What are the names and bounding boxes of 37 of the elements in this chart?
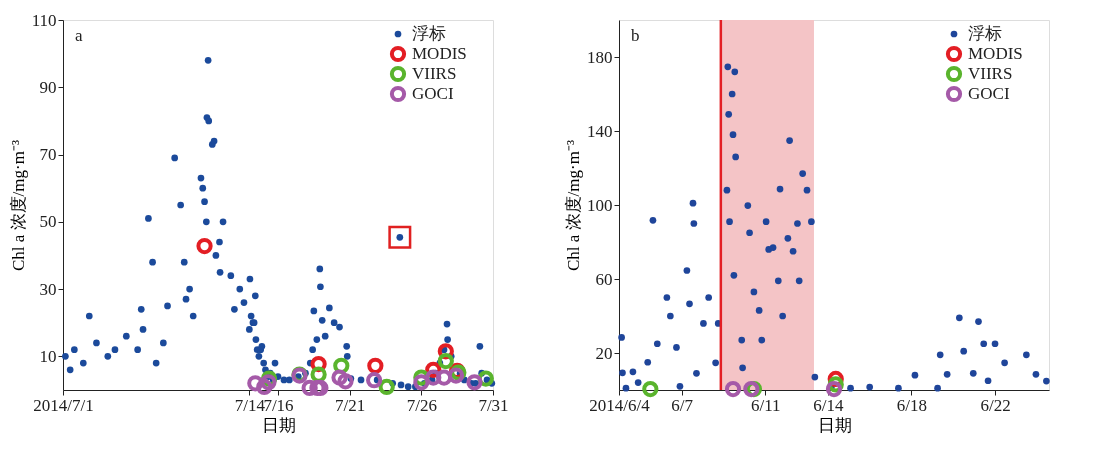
legend-label: GOCI (412, 84, 454, 103)
annotation: a (75, 26, 83, 45)
legend-label: 浮标 (412, 24, 446, 43)
x-tick-label: 6/11 (750, 395, 781, 415)
legend-label: MODIS (412, 44, 467, 63)
y-tick-label: 30 (39, 279, 57, 299)
y-axis-title: Chl a 浓度/mg·m⁻³ (564, 139, 583, 272)
x-tick-label: 6/18 (896, 395, 928, 415)
annotation: b (631, 26, 640, 45)
x-tick-label: 6/14 (813, 395, 845, 415)
x-tick-label: 2014/6/4 (589, 395, 651, 415)
y-tick-label: 60 (595, 269, 613, 289)
y-tick-label: 90 (39, 77, 57, 97)
x-axis-title: 日期 (817, 415, 852, 435)
x-tick-label: 7/26 (406, 395, 437, 415)
x-tick-label: 7/14 (234, 395, 266, 415)
y-tick-label: 20 (595, 343, 613, 363)
y-tick-label: 140 (587, 121, 613, 141)
x-axis-title: 日期 (261, 415, 296, 435)
x-tick-label: 6/7 (671, 395, 694, 415)
x-tick-label: 7/21 (335, 395, 366, 415)
x-tick-label: 7/16 (263, 395, 294, 415)
y-tick-label: 10 (39, 346, 57, 366)
legend-label: VIIRS (412, 64, 457, 83)
y-tick-label: 50 (39, 212, 57, 232)
x-tick-label: 2014/7/1 (33, 395, 94, 415)
y-tick-label: 100 (587, 195, 613, 215)
y-tick-label: 180 (587, 47, 613, 67)
y-axis-title: Chl a 浓度/mg·m⁻³ (8, 139, 28, 272)
legend-label: MODIS (968, 44, 1023, 63)
x-tick-label: 6/22 (980, 395, 1011, 415)
y-tick-label: 110 (31, 10, 57, 30)
legend-label: VIIRS (968, 64, 1013, 83)
legend-label: GOCI (968, 84, 1010, 103)
y-tick-label: 70 (39, 145, 57, 165)
x-tick-label: 7/31 (478, 395, 509, 415)
legend-label: 浮标 (968, 24, 1002, 43)
